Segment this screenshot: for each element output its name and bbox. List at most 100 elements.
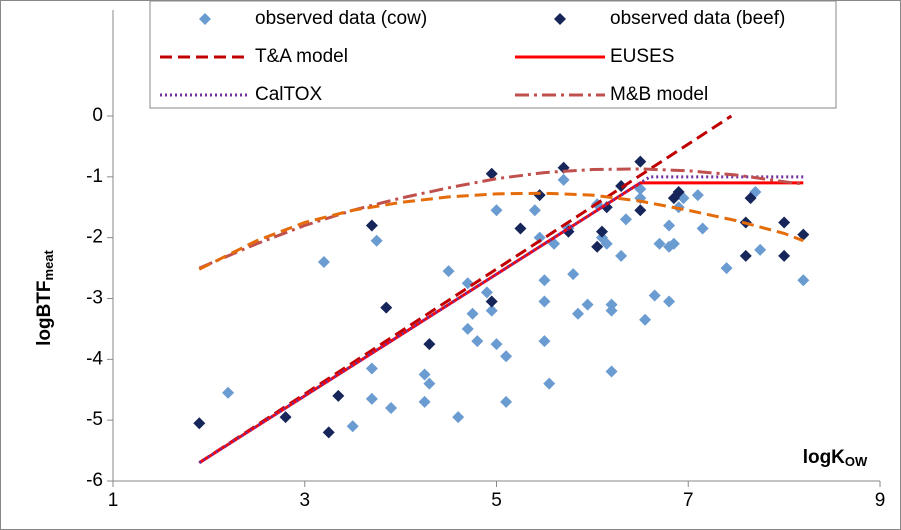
data-point bbox=[490, 338, 503, 351]
model-line bbox=[198, 114, 733, 465]
data-point bbox=[567, 268, 580, 281]
data-point bbox=[744, 192, 757, 205]
data-point bbox=[778, 249, 791, 262]
x-tick-label: 5 bbox=[491, 490, 502, 511]
data-point bbox=[605, 304, 618, 317]
data-point bbox=[500, 395, 513, 408]
data-point bbox=[797, 274, 810, 287]
legend-box bbox=[149, 0, 837, 109]
data-point bbox=[595, 225, 608, 238]
data-point bbox=[571, 307, 584, 320]
y-axis-title-main: logBTF bbox=[34, 280, 55, 345]
data-point bbox=[365, 219, 378, 232]
y-tick-label: -2 bbox=[86, 227, 103, 248]
data-point bbox=[442, 265, 455, 278]
data-point bbox=[605, 298, 618, 311]
data-point bbox=[754, 243, 767, 256]
y-tick-label: 0 bbox=[92, 105, 103, 126]
data-point bbox=[480, 286, 493, 299]
y-tick-label: -3 bbox=[86, 288, 103, 309]
data-point bbox=[615, 249, 628, 262]
data-point bbox=[485, 167, 498, 180]
data-point bbox=[557, 173, 570, 186]
data-point bbox=[471, 335, 484, 348]
data-point bbox=[663, 219, 676, 232]
data-point bbox=[600, 201, 613, 214]
legend-item: observed data (cow) bbox=[199, 8, 427, 29]
y-tick-label: -4 bbox=[86, 348, 103, 369]
data-point bbox=[663, 295, 676, 308]
data-point bbox=[466, 307, 479, 320]
data-point bbox=[619, 213, 632, 226]
data-point bbox=[696, 222, 709, 235]
legend-label: CalTOX bbox=[255, 84, 323, 105]
model-line bbox=[198, 167, 804, 270]
y-tick-label: -6 bbox=[86, 470, 103, 491]
data-point bbox=[322, 426, 335, 439]
legend-marker bbox=[554, 13, 566, 25]
data-point bbox=[490, 204, 503, 217]
x-tick-label: 3 bbox=[299, 490, 310, 511]
legend: observed data (cow) observed data (beef) T… bbox=[149, 0, 837, 109]
data-point bbox=[317, 256, 330, 268]
data-point bbox=[346, 420, 359, 433]
y-tick-label: -5 bbox=[86, 409, 103, 430]
x-tick-label: 9 bbox=[875, 490, 886, 511]
y-tick-label: -1 bbox=[86, 166, 103, 187]
data-point bbox=[222, 386, 235, 399]
data-point bbox=[423, 377, 436, 390]
y-axis-title: logBTFmeat bbox=[34, 249, 56, 345]
data-point bbox=[485, 304, 498, 317]
data-point bbox=[543, 377, 556, 390]
data-point bbox=[423, 338, 436, 351]
data-point bbox=[380, 301, 393, 314]
x-axis-title-main: logK bbox=[803, 447, 845, 468]
data-point bbox=[365, 362, 378, 375]
data-point bbox=[514, 222, 527, 235]
legend-item: CalTOX bbox=[160, 84, 323, 105]
legend-item: EUSES bbox=[515, 46, 674, 67]
data-point bbox=[418, 368, 431, 381]
data-point bbox=[485, 295, 498, 308]
legend-label: observed data (cow) bbox=[255, 8, 427, 29]
data-point bbox=[279, 411, 292, 424]
data-point bbox=[648, 289, 661, 302]
legend-marker bbox=[199, 13, 211, 25]
data-point bbox=[365, 392, 378, 405]
data-point bbox=[418, 395, 431, 408]
x-axis-title: logKOW bbox=[803, 447, 868, 469]
data-point bbox=[591, 240, 604, 253]
x-tick-label: 1 bbox=[108, 490, 119, 511]
legend-item: T&A model bbox=[160, 46, 348, 67]
data-point bbox=[332, 389, 345, 402]
data-point bbox=[461, 322, 474, 335]
legend-label: EUSES bbox=[610, 46, 674, 67]
data-point bbox=[778, 216, 791, 229]
legend-label: observed data (beef) bbox=[610, 8, 785, 29]
data-point bbox=[538, 295, 551, 308]
data-point bbox=[533, 231, 546, 244]
model-line bbox=[198, 191, 804, 271]
data-point bbox=[538, 274, 551, 287]
data-point bbox=[452, 411, 465, 424]
data-point bbox=[667, 237, 680, 250]
data-point bbox=[797, 228, 810, 241]
data-point bbox=[615, 179, 628, 192]
data-point bbox=[500, 350, 513, 363]
data-point bbox=[605, 365, 618, 378]
data-point bbox=[653, 237, 666, 250]
x-axis-title-sub: OW bbox=[845, 454, 868, 469]
data-point bbox=[461, 277, 474, 290]
data-point bbox=[634, 204, 647, 217]
data-point bbox=[720, 262, 733, 275]
data-point bbox=[739, 249, 752, 262]
data-point bbox=[528, 204, 541, 217]
data-point bbox=[600, 237, 613, 250]
data-point bbox=[562, 225, 575, 238]
data-point bbox=[639, 313, 652, 326]
legend-label: T&A model bbox=[255, 46, 348, 67]
model-line bbox=[198, 181, 804, 465]
legend-label: M&B model bbox=[610, 84, 708, 105]
legend-item: M&B model bbox=[515, 84, 708, 105]
